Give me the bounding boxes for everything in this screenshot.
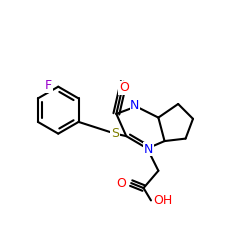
Text: N: N [130, 99, 140, 112]
Text: O: O [119, 82, 129, 94]
Text: O: O [116, 176, 126, 190]
Text: F: F [45, 79, 52, 92]
Text: S: S [111, 127, 119, 140]
Text: N: N [144, 143, 153, 156]
Text: OH: OH [154, 194, 173, 207]
